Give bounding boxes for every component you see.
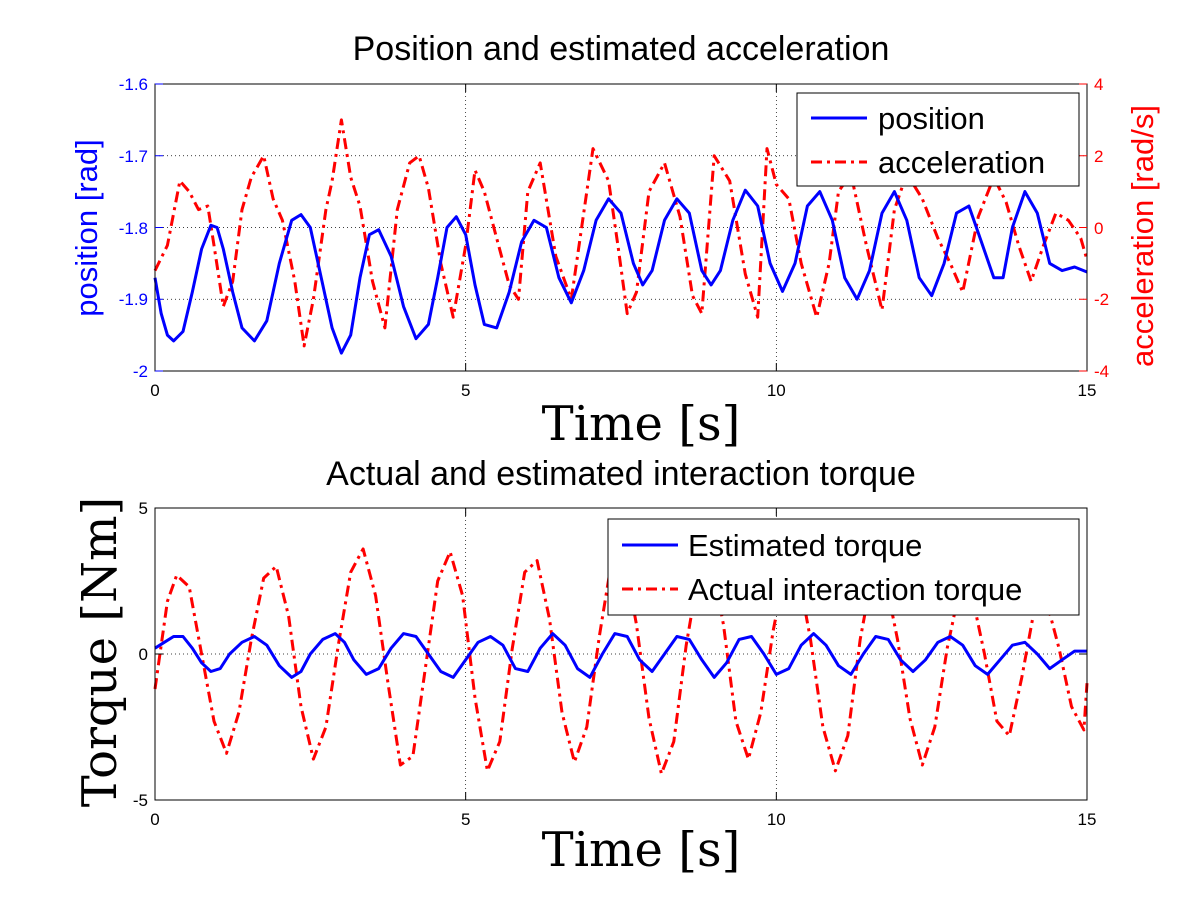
top-axis-ticks	[154, 83, 1088, 372]
bottom-y-tick-label: 5	[139, 499, 148, 518]
bottom-chart-title: Actual and estimated interaction torque	[326, 455, 916, 493]
bottom-y-tick-label: -5	[133, 791, 148, 810]
bottom-x-tick-label: 10	[767, 810, 786, 829]
top-x-tick-label: 0	[150, 381, 159, 400]
top-legend-acceleration-label: acceleration	[878, 145, 1045, 180]
top-right-y-tick-label: 2	[1094, 147, 1103, 166]
bottom-legend-actual-label: Actual interaction torque	[688, 572, 1022, 607]
top-right-y-tick-label: -2	[1094, 290, 1109, 309]
top-legend-position-label: position	[878, 101, 985, 136]
top-right-y-tick-label: 0	[1094, 219, 1103, 238]
top-left-y-axis-label: position [rad]	[69, 139, 104, 317]
bottom-x-axis-label: Time [s]	[542, 822, 741, 878]
top-panel: Position and estimated acceleration 0 5 …	[69, 30, 1160, 452]
bottom-legend-estimated-label: Estimated torque	[688, 528, 922, 563]
top-chart-title: Position and estimated acceleration	[353, 30, 890, 68]
bottom-estimated-torque-series	[154, 632, 1087, 679]
top-legend: position acceleration	[796, 92, 1080, 187]
top-x-tick-label: 10	[767, 381, 786, 400]
estimated-torque-line	[154, 632, 1087, 679]
top-position-series	[153, 188, 1088, 355]
bottom-x-tick-label: 0	[150, 810, 159, 829]
top-right-y-tick-label: -4	[1094, 362, 1109, 381]
bottom-y-axis-label: Torque [Nm]	[72, 497, 128, 807]
top-left-y-tick-label: -1.7	[119, 147, 148, 166]
top-x-tick-label: 15	[1078, 381, 1097, 400]
bottom-x-tick-label: 15	[1078, 810, 1097, 829]
top-x-axis-label: Time [s]	[542, 396, 741, 452]
bottom-panel: Actual and estimated interaction torque …	[72, 455, 1096, 878]
bottom-legend: Estimated torque Actual interaction torq…	[607, 518, 1080, 616]
top-left-y-tick-label: -2	[133, 362, 148, 381]
bottom-x-tick-label: 5	[461, 810, 470, 829]
top-left-y-tick-label: -1.9	[119, 290, 148, 309]
top-left-y-tick-label: -1.6	[119, 75, 148, 94]
top-right-y-tick-label: 4	[1094, 75, 1103, 94]
top-legend-box	[796, 92, 1080, 187]
top-right-y-axis-label: acceleration [rad/s]	[1125, 105, 1160, 367]
position-line	[153, 188, 1088, 355]
bottom-axis-ticks	[154, 507, 1088, 801]
top-x-tick-label: 5	[461, 381, 470, 400]
bottom-y-tick-label: 0	[139, 645, 148, 664]
bottom-legend-box	[607, 518, 1080, 616]
top-left-y-tick-label: -1.8	[119, 219, 148, 238]
